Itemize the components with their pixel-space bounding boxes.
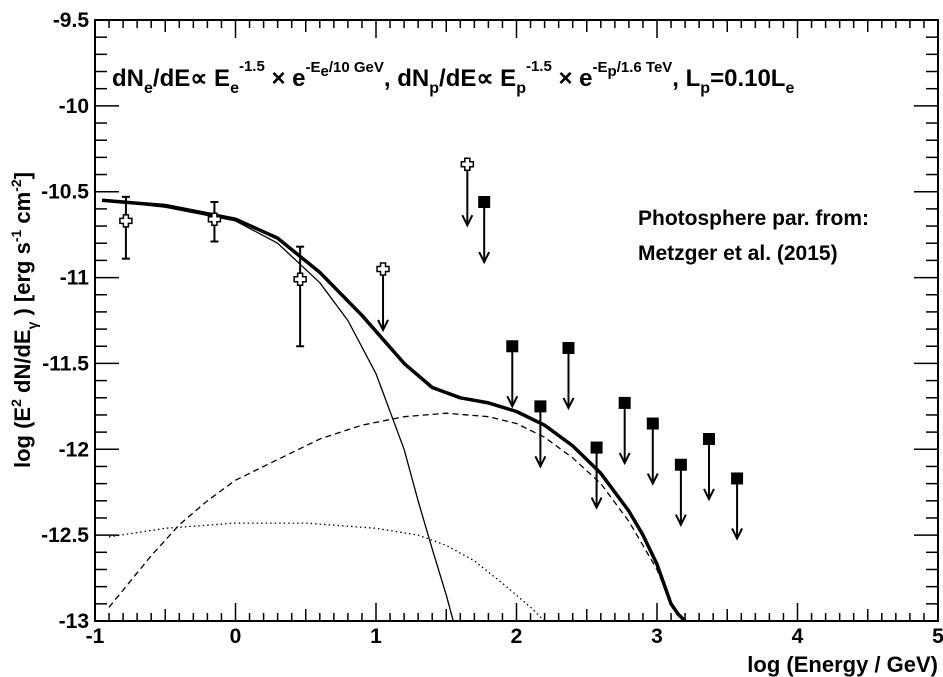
data-points [119, 157, 744, 541]
y-tick-labels: -9.5 -10 -10.5 -11 -11.5 -12 -12.5 -13 [41, 9, 89, 633]
x-tick-label: 1 [370, 625, 382, 648]
y-tick-label: -11 [60, 267, 90, 290]
upper-limit-arrow-head [478, 251, 491, 265]
y-tick-label: -12.5 [41, 524, 89, 547]
open-cross-marker [293, 272, 307, 287]
upper-limit-arrow-head [590, 497, 603, 510]
filled-square-marker [618, 396, 631, 409]
filled-square-marker [646, 417, 659, 430]
x-tick-label: 4 [792, 625, 804, 648]
axis-ticks [94, 19, 939, 622]
upper-limit-arrow-head [562, 397, 575, 411]
open-cross-marker [376, 262, 390, 276]
filled-square-marker [562, 341, 575, 354]
open-cross-marker [119, 214, 133, 228]
open-cross-marker [460, 157, 475, 171]
upper-limit-arrow-head [703, 488, 715, 502]
curve-thick-solid [101, 198, 687, 620]
y-tick-label: -12 [59, 438, 89, 461]
x-tick-label: 0 [230, 625, 242, 648]
open-cross-marker [207, 212, 222, 226]
filled-square-marker [534, 400, 547, 413]
y-tick-label: -10.5 [41, 181, 89, 204]
y-tick-label: -10 [59, 95, 89, 118]
y-tick-label: -11.5 [42, 352, 89, 375]
annotation-line-1: Photosphere par. from: [638, 207, 869, 230]
filled-square-marker [702, 432, 715, 445]
annotation-line-2: Metzger et al. (2015) [638, 242, 838, 265]
upper-limit-arrow-head [534, 455, 547, 469]
upper-limit-arrow-head [377, 319, 389, 333]
upper-limit-arrow-head [618, 452, 631, 466]
y-axis-title: log (E2 dN/dEγ ) [erg s-1 cm-2] [8, 172, 40, 468]
model-curves [101, 198, 687, 620]
upper-limit-arrow-head [506, 395, 519, 409]
upper-limit-arrow-head [461, 214, 474, 228]
x-axis-title: log (Energy / GeV) [747, 652, 938, 677]
upper-limit-arrow-head [731, 528, 743, 541]
filled-square-marker [506, 340, 519, 353]
filled-square-marker [590, 441, 603, 454]
filled-square-marker [674, 458, 687, 471]
curve-thin-solid [101, 199, 454, 620]
spectrum-formula: dNe/dE∝ Ee-1.5 × e-Ee/10 GeV, dNp/dE∝ Ep… [112, 58, 794, 97]
filled-square-marker [478, 196, 491, 209]
upper-limit-arrow-head [674, 514, 687, 527]
x-tick-labels: -1 0 1 2 3 4 5 [86, 625, 943, 648]
y-tick-label: -13 [59, 610, 89, 633]
x-tick-label: 2 [511, 625, 523, 648]
upper-limit-arrow-head [646, 473, 659, 486]
curve-dashed [108, 412, 686, 620]
x-tick-label: 3 [651, 625, 663, 648]
filled-square-marker [731, 472, 744, 485]
x-tick-label: -1 [86, 625, 105, 648]
y-tick-label: -9.5 [53, 9, 90, 32]
x-tick-label: 5 [932, 625, 943, 648]
plot-frame [94, 19, 939, 622]
